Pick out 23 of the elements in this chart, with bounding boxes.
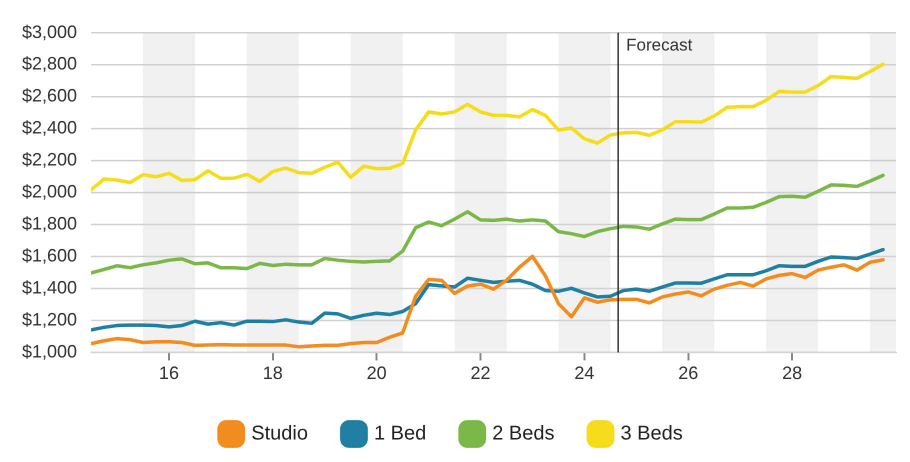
x-tick-label: 28 (782, 363, 802, 384)
legend-label: 1 Bed (374, 422, 426, 445)
x-tick-label: 22 (470, 363, 491, 384)
y-tick-label: $2,800 (22, 54, 78, 74)
ref-line-label: Forecast (626, 35, 693, 54)
legend-label: 3 Beds (620, 422, 683, 445)
x-tick-label: 18 (262, 363, 283, 384)
x-tick-label: 26 (678, 363, 698, 384)
x-tick-label: 20 (366, 363, 387, 384)
y-tick-label: $1,000 (22, 341, 78, 362)
y-tick-label: $2,200 (22, 150, 78, 170)
x-tick-label: 24 (574, 363, 594, 384)
y-tick-label: $1,200 (22, 309, 78, 330)
y-tick-label: $1,400 (22, 277, 78, 298)
x-tick-label: 16 (158, 363, 179, 384)
y-tick-label: $1,800 (22, 214, 78, 234)
y-tick-label: $2,600 (22, 86, 78, 106)
y-tick-label: $1,600 (22, 245, 78, 266)
y-tick-label: $3,000 (22, 22, 78, 42)
legend-label: Studio (251, 422, 308, 445)
legend-label: 2 Beds (492, 422, 554, 445)
y-tick-label: $2,400 (22, 118, 78, 138)
y-tick-label: $2,000 (22, 182, 78, 202)
